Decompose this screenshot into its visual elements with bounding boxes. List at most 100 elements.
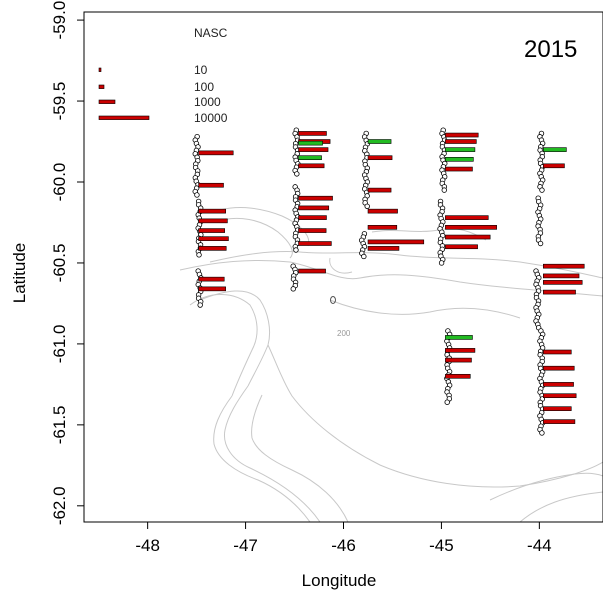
x-tick-label: -46 [331, 536, 356, 555]
nasc-bar [445, 132, 479, 138]
transect-point [539, 430, 545, 436]
nasc-bar [367, 225, 398, 230]
nasc-bar [298, 215, 327, 220]
x-axis: -48 -47 -46 -45 -44 [135, 522, 552, 555]
nasc-bar [298, 228, 327, 233]
y-axis: -59.0 -59.5 -60.0 -60.5 -61.0 -61.5 -62.0 [50, 1, 84, 525]
y-tick-label: -62.0 [50, 486, 69, 525]
nasc-bar [198, 286, 226, 292]
nasc-bar [367, 208, 398, 214]
legend-label: 10 [194, 63, 208, 77]
x-tick-label: -45 [429, 536, 454, 555]
legend-bar [98, 67, 102, 72]
contour-line [267, 344, 603, 488]
legend-label: 100 [194, 80, 214, 94]
nasc-bar [298, 241, 332, 246]
nasc-bar [198, 218, 228, 224]
nasc-bar [298, 163, 325, 169]
legend-bar [98, 115, 150, 120]
contour-line [189, 294, 258, 397]
legend-label: 10000 [194, 111, 228, 125]
nasc-bars-layer [198, 131, 585, 424]
nasc-bar [445, 357, 472, 363]
nasc-bar [198, 150, 234, 156]
transect-point [293, 247, 299, 253]
transect-point [537, 240, 544, 247]
nasc-bar [543, 419, 576, 424]
nasc-bar [298, 205, 330, 211]
transect-point [364, 203, 370, 209]
nasc-bar [445, 244, 478, 250]
nasc-bar [445, 157, 474, 162]
contour-line [219, 207, 310, 247]
transect-point [438, 260, 445, 266]
nasc-bar [445, 147, 476, 152]
plot-frame [83, 11, 603, 523]
contour-line [329, 257, 353, 274]
transect-point [294, 171, 300, 177]
legend-bar [98, 84, 105, 89]
nasc-bar [445, 234, 491, 240]
nasc-bar [367, 187, 392, 193]
y-tick-label: -60.5 [50, 244, 69, 283]
contour-line [213, 395, 311, 523]
nasc-bar [298, 195, 333, 201]
transect-point [290, 286, 296, 292]
legend-title: NASC [194, 26, 228, 40]
x-tick-label: -48 [135, 536, 160, 555]
nasc-bar [367, 239, 425, 245]
contour-line [223, 385, 321, 523]
nasc-bar [367, 139, 392, 144]
transect-point [444, 399, 450, 405]
nasc-bar [445, 225, 497, 230]
x-axis-title: Longitude [302, 571, 377, 590]
nasc-bar [445, 215, 489, 220]
nasc-bar [543, 393, 577, 399]
y-tick-label: -61.5 [50, 405, 69, 444]
contour-line [489, 472, 603, 501]
contour-line [199, 290, 271, 387]
x-tick-label: -44 [527, 536, 552, 555]
legend-label: 1000 [194, 95, 221, 109]
y-tick-label: -59.5 [50, 82, 69, 121]
contour-line [519, 491, 603, 523]
transect-point [197, 302, 203, 308]
y-tick-label: -60.0 [50, 163, 69, 202]
y-axis-title: Latitude [10, 243, 29, 304]
transect-point [441, 187, 447, 193]
nasc-bar [298, 140, 323, 146]
nasc-bar [445, 335, 473, 340]
nasc-bar [543, 147, 567, 152]
nasc-bar [367, 155, 393, 161]
nasc-bar [298, 268, 326, 274]
nasc-bar [543, 382, 574, 387]
contour-line [214, 217, 293, 259]
chart-title: 2015 [524, 36, 577, 63]
nasc-bar [298, 147, 329, 152]
nasc-bar [445, 166, 473, 172]
y-tick-label: -59.0 [50, 1, 69, 40]
y-tick-label: -61.0 [50, 325, 69, 364]
nasc-bar [367, 246, 400, 251]
nasc-bar [543, 163, 565, 169]
nasc-bar [445, 348, 476, 353]
x-tick-label: -47 [233, 536, 258, 555]
contour-island [330, 296, 336, 304]
nasc-bar [198, 276, 225, 282]
contour-line [179, 259, 603, 297]
contour-line [329, 299, 521, 319]
nasc-bar [543, 273, 580, 279]
bathymetry-contours: 200 [179, 207, 603, 523]
transect-point [361, 253, 367, 260]
nasc-bar [198, 208, 226, 214]
nasc-bar [543, 289, 576, 295]
nasc-bar [198, 182, 224, 188]
nasc-bar [543, 349, 572, 355]
nasc-bar [198, 236, 229, 241]
nasc-bar [543, 406, 572, 411]
contour-line [251, 394, 349, 523]
nasc-bar [543, 365, 575, 371]
transect-point [539, 187, 545, 193]
